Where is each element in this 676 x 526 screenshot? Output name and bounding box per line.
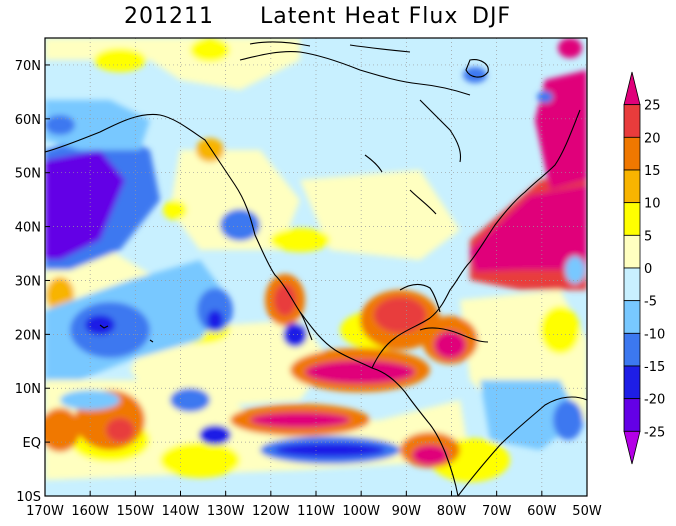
x-tick-label: 130W (207, 504, 245, 519)
colorbar-swatch (623, 365, 641, 400)
x-tick-label: 160W (71, 504, 109, 519)
x-tick-label: 110W (297, 504, 335, 519)
x-tick-label: 170W (26, 504, 64, 519)
gridlines (45, 38, 587, 496)
y-tick-label: 20N (15, 328, 41, 343)
colorbar-swatch (623, 71, 641, 106)
colorbar-swatch (623, 398, 641, 432)
y-tick-label: 30N (15, 274, 41, 289)
coastlines (45, 41, 587, 496)
y-tick-label: 60N (15, 113, 41, 128)
colorbar-label: -20 (644, 393, 665, 408)
colorbar-label: 25 (644, 99, 661, 114)
colorbar-swatch (623, 300, 641, 334)
x-tick-label: 90W (392, 504, 422, 519)
colorbar: 25 20 15 10 5 0 -5 -10 -15 -20 -25 (623, 71, 665, 465)
colorbar-swatch (623, 332, 641, 367)
colorbar-label: -15 (644, 360, 665, 375)
colorbar-label: -5 (644, 295, 657, 310)
x-tick-label: 70W (482, 504, 512, 519)
colorbar-swatch (623, 430, 641, 465)
flux-field (45, 38, 587, 496)
colorbar-swatch (623, 169, 641, 204)
x-tick-label: 140W (162, 504, 200, 519)
x-tick-label: 60W (527, 504, 557, 519)
colorbar-label: 15 (644, 164, 661, 179)
y-tick-label: 50N (15, 167, 41, 182)
title-season: DJF (472, 4, 512, 29)
colorbar-label: 5 (644, 229, 652, 244)
y-tick-label: 10S (16, 490, 41, 505)
y-tick-label: EQ (23, 436, 41, 451)
y-tick-label: 10N (15, 382, 41, 397)
colorbar-swatch (623, 267, 641, 302)
colorbar-label: 0 (644, 262, 652, 277)
title-variable: Latent Heat Flux (260, 4, 459, 29)
colorbar-label: -25 (644, 425, 665, 440)
colorbar-label: 20 (644, 131, 661, 146)
x-tick-label: 120W (252, 504, 290, 519)
x-tick-label: 50W (572, 504, 602, 519)
colorbar-label: -10 (644, 327, 665, 342)
colorbar-swatch (623, 104, 641, 138)
colorbar-label: 10 (644, 197, 661, 212)
x-axis: 170W 160W 150W 140W 130W 120W 110W 100W 90W 80W 70… (26, 491, 602, 519)
title-date: 201211 (124, 4, 214, 29)
x-tick-label: 80W (437, 504, 467, 519)
y-tick-label: 40N (15, 221, 41, 236)
colorbar-swatch (623, 202, 641, 236)
x-tick-label: 100W (342, 504, 380, 519)
colorbar-swatch (623, 136, 641, 171)
x-tick-label: 150W (116, 504, 154, 519)
colorbar-swatch (623, 234, 641, 269)
y-axis: 10S EQ 10N 20N 30N 40N 50N 60N 70N (15, 59, 50, 505)
y-tick-label: 70N (15, 59, 41, 74)
